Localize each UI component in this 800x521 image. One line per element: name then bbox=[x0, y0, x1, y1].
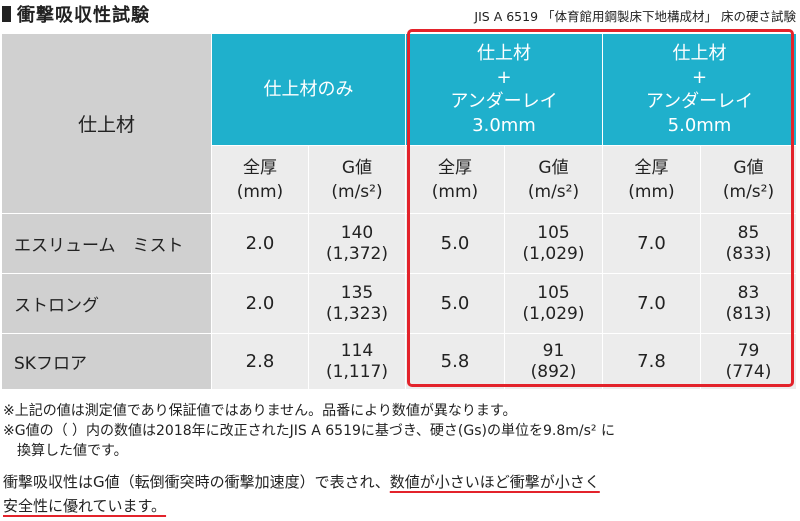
value-line: 91 bbox=[542, 340, 565, 361]
subheader-line: (m/s²) bbox=[722, 181, 775, 202]
section-title: 衝撃吸収性試験 bbox=[2, 1, 150, 27]
value-line: (892) bbox=[530, 361, 577, 382]
value-line: (1,029) bbox=[522, 303, 585, 324]
bullet-square-icon bbox=[2, 6, 11, 22]
value-line: 2.0 bbox=[245, 293, 275, 314]
value-line: 5.0 bbox=[440, 233, 470, 254]
standard-reference: JIS A 6519 「体育館用鋼製床下地構成材」 床の硬さ試験 bbox=[474, 9, 796, 24]
value-cell: 7.0 bbox=[602, 273, 701, 334]
subheader-gvalue: G値 (m/s²) bbox=[700, 145, 797, 214]
value-line: (813) bbox=[725, 303, 772, 324]
subheader-line: (m/s²) bbox=[527, 181, 580, 202]
value-cell: 7.0 bbox=[602, 213, 701, 274]
subheader-gvalue: G値 (m/s²) bbox=[308, 145, 406, 214]
subheader-line: (mm) bbox=[236, 181, 284, 202]
table-row: SKフロア 2.8 114 (1,117) 5.8 91 (892) 7.8 79(… bbox=[1, 333, 797, 390]
value-cell: 91 (892) bbox=[504, 333, 603, 390]
section-title-text: 衝撃吸収性試験 bbox=[17, 5, 150, 26]
value-line: (1,029) bbox=[522, 243, 585, 264]
group-header-line: 5.0mm bbox=[667, 114, 732, 136]
group-header-finish-only: 仕上材のみ bbox=[211, 33, 406, 146]
row-header-label: 仕上材 bbox=[77, 114, 135, 136]
value-cell: 7.8 bbox=[602, 333, 701, 390]
summary-emphasis: 安全性に優れています。 bbox=[3, 497, 167, 515]
value-cell: 2.0 bbox=[211, 213, 309, 274]
subheader-line: (mm) bbox=[431, 181, 479, 202]
group-header-line: + bbox=[691, 66, 708, 88]
table-row: ストロング 2.0 135 (1,323) 5.0 105 (1,029) 7.0 … bbox=[1, 273, 797, 334]
value-cell: 85 (833) bbox=[700, 213, 797, 274]
value-line: 114 bbox=[340, 340, 374, 361]
subheader-line: 全厚 bbox=[438, 157, 472, 178]
subheader-thickness: 全厚 (mm) bbox=[405, 145, 505, 214]
subheader-line: G値 bbox=[538, 157, 569, 178]
subheader-thickness: 全厚 (mm) bbox=[211, 145, 309, 214]
group-header-line: 仕上材 bbox=[477, 42, 531, 64]
value-line: 2.8 bbox=[245, 351, 275, 372]
value-cell: 105 (1,029) bbox=[504, 273, 603, 334]
value-line: 83 bbox=[737, 282, 760, 303]
value-cell: 5.0 bbox=[405, 273, 505, 334]
subheader-line: (m/s²) bbox=[331, 181, 383, 202]
value-cell: 5.0 bbox=[405, 213, 505, 274]
subheader-line: 全厚 bbox=[243, 157, 277, 178]
value-line: 140 bbox=[340, 222, 374, 243]
value-cell: 2.0 bbox=[211, 273, 309, 334]
value-cell: 83 (813) bbox=[700, 273, 797, 334]
group-header-line: + bbox=[496, 66, 512, 88]
value-line: (833) bbox=[725, 243, 772, 264]
summary-text: 衝撃吸収性はG値（転倒衝突時の衝撃加速度）で表され、数値が小さいほど衝撃が小さく… bbox=[3, 470, 797, 518]
note-line: 換算した値です。 bbox=[17, 443, 128, 459]
notes: ※上記の値は測定値であり保証値ではありません。品番により数値が異なります。 ※G… bbox=[3, 401, 797, 461]
value-line: 2.0 bbox=[245, 233, 275, 254]
note-line: ※G値の（ ）内の数値は2018年に改正されたJIS A 6519に基づき、硬さ… bbox=[3, 423, 615, 439]
group-header-line: 仕上材のみ bbox=[263, 78, 354, 100]
row-header-cell: 仕上材 bbox=[1, 33, 212, 214]
row-name: SKフロア bbox=[1, 333, 212, 390]
value-cell: 79 (774) bbox=[700, 333, 797, 390]
group-header-line: 仕上材 bbox=[672, 42, 727, 64]
value-line: 7.8 bbox=[637, 351, 666, 372]
value-line: 135 bbox=[340, 282, 374, 303]
section-header: 衝撃吸収性試験 JIS A 6519 「体育館用鋼製床下地構成材」 床の硬さ試験 bbox=[2, 0, 798, 26]
group-header-line: 3.0mm bbox=[472, 114, 536, 136]
row-name: エスリューム ミスト bbox=[1, 213, 212, 274]
group-header-line: アンダーレイ bbox=[450, 90, 558, 112]
value-cell: 135 (1,323) bbox=[308, 273, 406, 334]
group-header-line: アンダーレイ bbox=[645, 90, 754, 112]
subheader-line: G値 bbox=[733, 157, 764, 178]
value-line: (1,372) bbox=[326, 243, 388, 264]
value-line: (1,117) bbox=[326, 361, 388, 382]
value-line: (774) bbox=[725, 361, 772, 382]
table-row: エスリューム ミスト 2.0 140 (1,372) 5.0 105 (1,029)… bbox=[1, 213, 797, 274]
value-cell: 105 (1,029) bbox=[504, 213, 603, 274]
group-header-underlay-3mm: 仕上材 + アンダーレイ 3.0mm bbox=[405, 33, 603, 146]
value-line: 5.0 bbox=[440, 293, 470, 314]
summary-part: 衝撃吸収性はG値（転倒衝突時の衝撃加速度）で表され、 bbox=[3, 473, 390, 491]
value-cell: 140 (1,372) bbox=[308, 213, 406, 274]
value-line: 7.0 bbox=[637, 293, 666, 314]
value-cell: 5.8 bbox=[405, 333, 505, 390]
value-line: 105 bbox=[537, 222, 570, 243]
value-cell: 2.8 bbox=[211, 333, 309, 390]
value-line: 105 bbox=[537, 282, 570, 303]
row-name: ストロング bbox=[1, 273, 212, 334]
subheader-gvalue: G値 (m/s²) bbox=[504, 145, 603, 214]
value-line: (1,323) bbox=[326, 303, 388, 324]
value-line: 79 bbox=[737, 340, 760, 361]
value-line: 85 bbox=[737, 222, 760, 243]
value-cell: 114 (1,117) bbox=[308, 333, 406, 390]
subheader-thickness: 全厚 (mm) bbox=[602, 145, 701, 214]
summary-emphasis: 数値が小さいほど衝撃が小さく bbox=[389, 473, 600, 491]
subheader-line: (mm) bbox=[628, 181, 675, 202]
value-line: 7.0 bbox=[637, 233, 666, 254]
value-line: 5.8 bbox=[440, 351, 470, 372]
subheader-line: G値 bbox=[341, 157, 373, 178]
note-line: ※上記の値は測定値であり保証値ではありません。品番により数値が異なります。 bbox=[3, 403, 517, 419]
subheader-line: 全厚 bbox=[634, 157, 669, 178]
group-header-underlay-5mm: 仕上材 + アンダーレイ 5.0mm bbox=[602, 33, 797, 146]
shock-absorption-table: 仕上材 仕上材のみ 仕上材 + アンダーレイ 3.0mm 仕上材 + アンダーレ… bbox=[1, 33, 797, 390]
